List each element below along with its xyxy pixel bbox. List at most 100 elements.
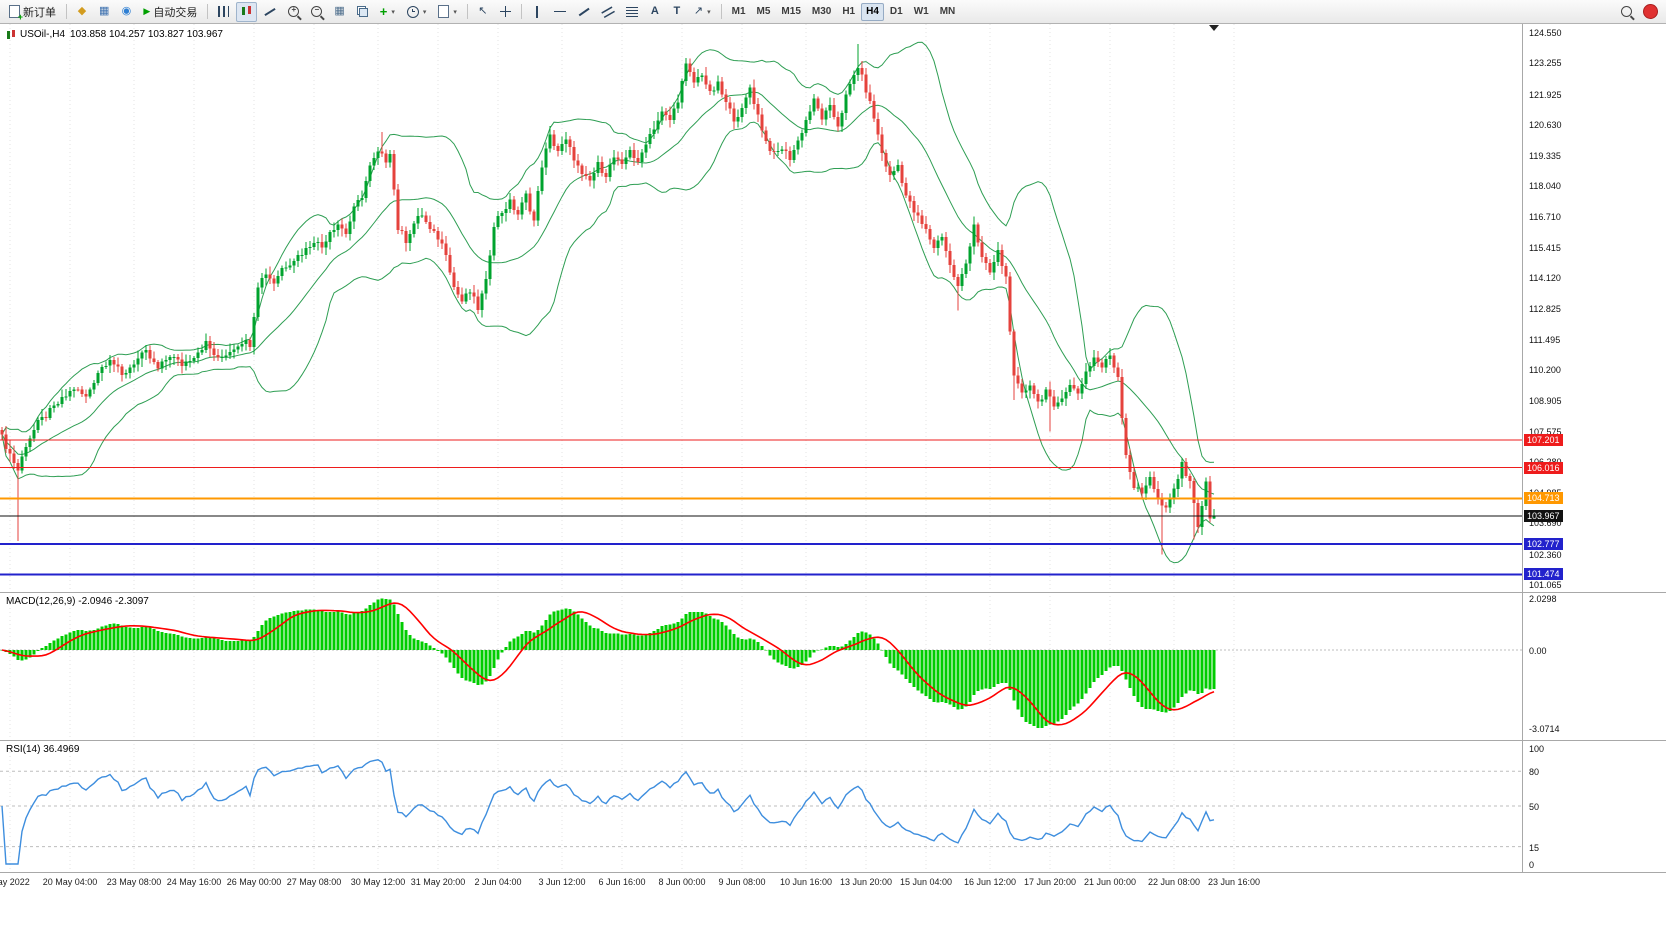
periods-button[interactable]: ▾ <box>402 2 432 22</box>
macd-axis-tick: -3.0714 <box>1529 724 1560 734</box>
price-axis-tick: 121.925 <box>1529 89 1562 100</box>
label-tool-button[interactable]: T <box>667 2 687 22</box>
timeframe-MN[interactable]: MN <box>935 3 961 21</box>
timeframe-M5[interactable]: M5 <box>752 3 776 21</box>
trendline-button[interactable] <box>573 2 595 22</box>
search-icon <box>1621 6 1632 17</box>
tile-windows-icon: ▦ <box>334 5 345 17</box>
channel-button[interactable] <box>597 2 619 22</box>
candlestick-icon <box>241 5 252 18</box>
time-axis-label: 13 Jun 20:00 <box>839 877 893 887</box>
time-axis-label: 23 May 08:00 <box>106 877 162 887</box>
chart-shift-marker[interactable] <box>1209 25 1219 31</box>
time-axis-label: 24 May 16:00 <box>166 877 222 887</box>
autotrade-play-icon: ▶ <box>143 6 151 16</box>
timeframe-H1[interactable]: H1 <box>837 3 860 21</box>
candlestick-chart-button[interactable] <box>236 1 258 22</box>
rsi-label: RSI(14) 36.4969 <box>6 744 80 755</box>
autotrade-label: 自动交易 <box>153 6 198 19</box>
text-tool-button[interactable]: A <box>645 2 665 22</box>
fibonacci-button[interactable] <box>621 2 643 22</box>
arrow-tool-icon: ↗ <box>693 5 704 17</box>
price-axis-tick: 112.825 <box>1529 303 1561 314</box>
chart-title: USOil-,H4 103.858 104.257 103.827 103.96… <box>6 29 223 40</box>
panel-divider[interactable] <box>0 592 1666 593</box>
indicators-button[interactable]: + ▾ <box>375 2 400 22</box>
cascade-windows-button[interactable] <box>352 2 373 22</box>
time-axis-label: 15 Jun 04:00 <box>899 877 953 887</box>
price-axis-tick: 107.575 <box>1529 426 1562 437</box>
toolbar-separator <box>520 4 522 19</box>
arrows-tool-button[interactable]: ↗ ▾ <box>689 2 716 22</box>
time-axis[interactable]: May 2022 20 May 04:00 23 May 08:00 24 May 1… <box>0 872 1522 939</box>
toolbar-separator <box>207 4 209 19</box>
price-axis-tick: 111.495 <box>1529 334 1561 345</box>
clock-icon <box>406 5 419 18</box>
zoom-in-button[interactable]: + <box>283 2 304 22</box>
dropdown-caret: ▾ <box>422 8 427 16</box>
macd-label: MACD(12,26,9) -2.0946 -2.3097 <box>6 596 149 607</box>
zoom-out-button[interactable]: − <box>306 2 327 22</box>
price-axis-tick: 116.710 <box>1529 212 1561 223</box>
cursor-button[interactable]: ↖ <box>473 2 493 22</box>
timeframe-M1[interactable]: M1 <box>727 3 751 21</box>
templates-button[interactable]: ▾ <box>433 2 462 22</box>
price-axis-tick: 124.550 <box>1529 28 1562 38</box>
dropdown-caret: ▾ <box>707 8 711 16</box>
price-level-tag: 104.713 <box>1524 492 1563 505</box>
time-axis-label: May 2022 <box>0 877 30 887</box>
timeframe-W1[interactable]: W1 <box>909 3 934 21</box>
price-axis-tick: 101.065 <box>1529 580 1562 590</box>
candlestick-chart[interactable] <box>0 24 1522 592</box>
trendline-icon <box>578 7 590 16</box>
time-axis-label: 21 Jun 00:00 <box>1083 877 1137 887</box>
timeframe-H4[interactable]: H4 <box>861 2 884 21</box>
price-level-tag: 101.474 <box>1524 568 1563 581</box>
macd-axis-tick: 2.0298 <box>1529 594 1557 604</box>
panel-divider[interactable] <box>0 740 1666 741</box>
horizontal-line-button[interactable] <box>549 2 571 22</box>
price-axis-tick: 119.335 <box>1529 150 1561 161</box>
macd-indicator-chart[interactable] <box>0 592 1522 740</box>
rsi-axis-tick: 80 <box>1529 767 1540 778</box>
rsi-indicator-chart[interactable] <box>0 740 1522 872</box>
line-chart-icon <box>264 7 276 16</box>
time-axis-label: 6 Jun 16:00 <box>598 877 646 887</box>
time-axis-label: 9 Jun 08:00 <box>718 877 766 887</box>
autotrade-button[interactable]: ▶ 自动交易 <box>138 2 202 22</box>
rsi-axis-tick: 50 <box>1529 802 1540 812</box>
cascade-windows-icon <box>356 6 368 17</box>
market-watch-button[interactable]: ◆ <box>72 2 92 22</box>
chart-icon <box>6 29 15 40</box>
price-axis[interactable]: 124.550 123.255 121.925 120.630 119.335 118.0… <box>1522 24 1666 872</box>
zoom-in-icon: + <box>288 5 300 17</box>
indicators-plus-icon: + <box>379 4 388 19</box>
line-chart-button[interactable] <box>259 2 281 22</box>
macd-axis-tick: 0.00 <box>1529 646 1547 656</box>
terminal-button[interactable]: ◉ <box>116 2 136 22</box>
time-axis-label: 23 Jun 16:00 <box>1207 877 1261 887</box>
price-level-tag: 106.016 <box>1524 461 1563 474</box>
price-axis-tick: 118.040 <box>1529 181 1561 191</box>
search-button[interactable] <box>1616 2 1637 22</box>
time-axis-label: 8 Jun 00:00 <box>658 877 706 887</box>
new-order-icon <box>9 5 23 22</box>
timeframe-M30[interactable]: M30 <box>807 3 836 21</box>
time-axis-label: 16 Jun 12:00 <box>963 877 1017 887</box>
crosshair-button[interactable] <box>495 2 516 22</box>
tile-windows-button[interactable]: ▦ <box>329 2 349 22</box>
bar-chart-button[interactable] <box>213 2 234 22</box>
timeframe-M15[interactable]: M15 <box>776 3 805 21</box>
time-axis-label: 30 May 12:00 <box>350 877 406 887</box>
notification-badge[interactable] <box>1643 4 1658 19</box>
vertical-line-button[interactable] <box>527 2 547 22</box>
symbol-period-label: USOil-,H4 <box>20 29 66 40</box>
price-axis-tick: 123.255 <box>1529 58 1562 69</box>
timeframe-D1[interactable]: D1 <box>885 3 908 21</box>
dropdown-caret: ▾ <box>391 8 395 16</box>
new-order-button[interactable]: 新订单 <box>4 2 61 22</box>
market-watch-icon: ◆ <box>77 5 87 17</box>
toolbar-separator <box>66 4 67 19</box>
navigator-button[interactable]: ▦ <box>94 2 114 22</box>
